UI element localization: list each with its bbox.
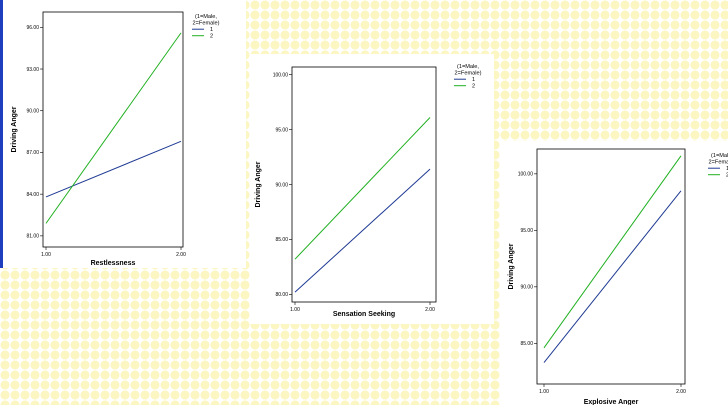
plot-frame <box>291 66 437 303</box>
x-axis-label: Explosive Anger <box>584 399 639 405</box>
y-axis-label: Driving Anger <box>255 161 262 207</box>
y-tick-label: 90.00 <box>26 109 39 115</box>
legend-label: 2 <box>472 84 475 90</box>
series-line-1 <box>45 140 182 198</box>
legend-label: 1 <box>210 27 213 33</box>
plot-frame <box>42 11 184 248</box>
x-tick-label: 2.00 <box>676 389 686 395</box>
y-tick-label: 84.00 <box>26 192 39 198</box>
y-tick-label: 95.00 <box>275 127 288 133</box>
y-tick-label: 80.00 <box>275 292 288 298</box>
legend-title: (1=Male, <box>195 14 217 20</box>
chart-sensation-seeking-svg: 80.00 85.00 90.00 95.00 100.00 1.00 2.00 Sensat… <box>255 64 482 318</box>
x-tick-label: 1.00 <box>290 307 300 313</box>
y-tick-label: 85.00 <box>275 237 288 243</box>
series-line-2 <box>45 32 182 224</box>
chart-sensation-seeking: 80.00 85.00 90.00 95.00 100.00 1.00 2.00 Sensat… <box>250 54 494 324</box>
legend-title: (1=Male, <box>711 153 728 159</box>
chart-explosive-anger: 85.00 90.00 95.00 100.00 1.00 2.00 Explosive A… <box>500 141 728 405</box>
x-tick-label: 2.00 <box>176 252 186 258</box>
y-tick-label: 100.00 <box>518 172 534 178</box>
legend-title: 2=Female) <box>193 21 220 27</box>
y-axis-label: Driving Anger <box>11 106 18 152</box>
chart-restlessness-svg: 81.00 84.00 87.00 90.00 93.00 96.00 1.00 2.00 Re… <box>11 11 220 267</box>
chart-restlessness: 81.00 84.00 87.00 90.00 93.00 96.00 1.00 2.00 Re… <box>3 0 246 268</box>
legend-label: 1 <box>726 166 728 172</box>
y-tick-label: 90.00 <box>520 285 533 291</box>
legend-title: 2=Female) <box>709 160 728 166</box>
y-tick-label: 85.00 <box>520 341 533 347</box>
y-tick-label: 95.00 <box>520 228 533 234</box>
y-tick-label: 87.00 <box>26 150 39 156</box>
y-axis-label: Driving Anger <box>508 243 515 289</box>
x-axis-label: Restlessness <box>91 260 136 267</box>
y-tick-label: 100.00 <box>273 72 289 78</box>
legend-title: (1=Male, <box>457 64 479 70</box>
series-line-2 <box>294 117 431 260</box>
y-tick-label: 96.00 <box>26 25 39 31</box>
left-edge-bar <box>0 0 3 268</box>
y-tick-label: 90.00 <box>275 182 288 188</box>
legend-title: 2=Female) <box>455 71 482 77</box>
series-line-1 <box>543 190 682 363</box>
series-line-2 <box>543 155 682 349</box>
chart-explosive-anger-svg: 85.00 90.00 95.00 100.00 1.00 2.00 Explosive A… <box>508 148 728 405</box>
legend-label: 2 <box>210 34 213 40</box>
x-tick-label: 1.00 <box>539 389 549 395</box>
x-tick-label: 2.00 <box>425 307 435 313</box>
y-tick-label: 93.00 <box>26 67 39 73</box>
series-line-1 <box>294 168 431 293</box>
x-tick-label: 1.00 <box>41 252 51 258</box>
x-axis-label: Sensation Seeking <box>333 311 395 318</box>
plot-frame <box>536 148 686 385</box>
y-tick-label: 81.00 <box>26 234 39 240</box>
legend-label: 2 <box>726 173 728 179</box>
legend-label: 1 <box>472 77 475 83</box>
